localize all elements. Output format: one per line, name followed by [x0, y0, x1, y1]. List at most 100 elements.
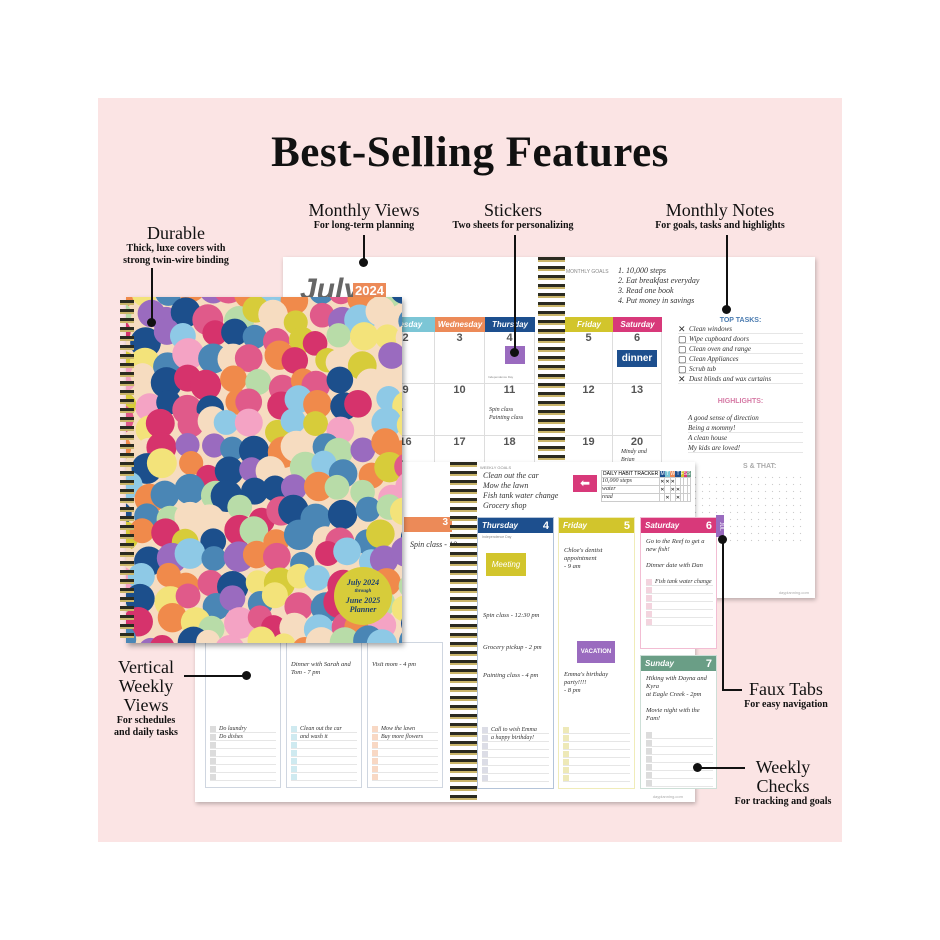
feature-title: Checks	[756, 776, 810, 796]
checkbox-icon[interactable]	[563, 758, 569, 765]
checkbox-icon[interactable]	[646, 618, 652, 625]
habit-check-x-icon[interactable]: ✕	[659, 485, 666, 494]
habit-check-x-icon[interactable]: ✕	[674, 493, 682, 502]
feature-title: Vertical	[118, 657, 174, 677]
day-number: 5	[623, 519, 630, 532]
weekday-header: Wednesday	[435, 317, 485, 332]
checkbox-icon[interactable]	[372, 757, 378, 764]
checkbox-icon[interactable]	[291, 773, 297, 780]
checkbox-icon[interactable]: ▢	[678, 333, 687, 344]
checkbox-icon[interactable]	[372, 749, 378, 756]
checkbox-icon[interactable]	[563, 742, 569, 749]
highlight-item: My kids are loved!	[688, 443, 803, 453]
habit-check-x-icon[interactable]: ✕	[674, 485, 682, 494]
checkbox-icon[interactable]	[210, 749, 216, 756]
task-text: Buy more flowers	[381, 733, 424, 740]
checkbox-icon[interactable]	[646, 763, 652, 770]
day-name: Friday	[563, 521, 588, 530]
checkbox-icon[interactable]	[291, 733, 297, 740]
task-item: ▢ Scrub tub	[678, 364, 803, 374]
cover-dot	[202, 433, 227, 458]
checkbox-icon[interactable]	[646, 610, 652, 617]
checkbox-icon[interactable]	[372, 733, 378, 740]
checkbox-icon[interactable]	[646, 747, 652, 754]
habit-cell[interactable]	[686, 485, 692, 494]
checkbox-icon[interactable]	[210, 765, 216, 772]
checkbox-icon[interactable]	[372, 773, 378, 780]
checkbox-icon[interactable]	[482, 750, 488, 757]
goal-item: 2. Eat breakfast everyday	[618, 276, 700, 285]
cover-dot	[220, 436, 245, 461]
feature-subtitle: For long-term planning	[313, 220, 415, 231]
cover-dot	[281, 347, 309, 374]
checkbox-icon[interactable]	[646, 586, 652, 593]
checkbox-icon[interactable]	[482, 774, 488, 781]
checkbox-icon[interactable]	[372, 741, 378, 748]
checklist-row	[291, 749, 357, 757]
cover-dot	[390, 537, 402, 567]
cover-dot	[326, 323, 351, 348]
checkbox-icon[interactable]	[646, 578, 652, 585]
checkbox-icon[interactable]	[563, 750, 569, 757]
checkbox-icon[interactable]	[646, 602, 652, 609]
task-text: a happy birthday!	[491, 734, 534, 741]
checkbox-icon[interactable]	[482, 766, 488, 773]
habit-check-x-icon[interactable]: ✕	[664, 493, 671, 502]
checkbox-icon[interactable]	[291, 765, 297, 772]
checkbox-icon[interactable]	[646, 739, 652, 746]
calendar-day-cell: 13	[613, 384, 662, 436]
checkbox-icon[interactable]	[291, 749, 297, 756]
habit-name: read	[600, 493, 661, 502]
checked-x-icon[interactable]: ✕	[678, 373, 686, 384]
goal-item: 4. Put money in savings	[618, 296, 695, 305]
checkbox-icon[interactable]	[210, 733, 216, 740]
checkbox-icon[interactable]	[482, 734, 488, 741]
checkbox-icon[interactable]: ▢	[678, 343, 687, 354]
checkbox-icon[interactable]	[210, 725, 216, 732]
cover-dot	[150, 480, 180, 510]
checkbox-icon[interactable]	[646, 594, 652, 601]
checklist-row: Mow the lawn	[372, 725, 438, 733]
checkbox-icon[interactable]	[646, 731, 652, 738]
habit-check-x-icon[interactable]: ✕	[664, 477, 671, 486]
checkbox-icon[interactable]	[646, 771, 652, 778]
back-arrow-button[interactable]: ⬅	[573, 475, 597, 492]
habit-check-x-icon[interactable]: ✕	[659, 477, 666, 486]
weekly-goal-item: Mow the lawn	[483, 481, 529, 490]
checkbox-icon[interactable]	[563, 726, 569, 733]
checkbox-icon[interactable]	[646, 755, 652, 762]
feature-title: Faux Tabs	[749, 679, 823, 699]
checkbox-icon[interactable]	[563, 774, 569, 781]
checkbox-icon[interactable]	[210, 741, 216, 748]
checkbox-icon[interactable]	[291, 757, 297, 764]
checkbox-icon[interactable]	[210, 757, 216, 764]
checkbox-icon[interactable]: ▢	[678, 353, 687, 364]
checkbox-icon[interactable]	[646, 779, 652, 786]
feature-title: Weekly	[118, 676, 174, 696]
date-number: 4	[506, 332, 513, 344]
habit-check-x-icon[interactable]: ✕	[669, 477, 676, 486]
checkbox-icon[interactable]: ▢	[678, 363, 687, 374]
checkbox-icon[interactable]	[482, 758, 488, 765]
checklist-row	[210, 749, 276, 757]
checkbox-icon[interactable]	[482, 726, 488, 733]
day-entry: Dinner date with Dan	[646, 562, 703, 569]
day-column: Do laundry Do dishes	[205, 642, 281, 788]
checkbox-icon[interactable]	[372, 725, 378, 732]
habit-cell[interactable]	[686, 493, 692, 502]
task-item: ✕ Dust blinds and wax curtains	[678, 374, 803, 384]
habit-cell[interactable]	[686, 477, 692, 486]
checkbox-icon[interactable]	[291, 741, 297, 748]
checkbox-icon[interactable]	[563, 734, 569, 741]
checkbox-icon[interactable]	[372, 765, 378, 772]
faux-tab-jul[interactable]: JUL	[716, 515, 724, 537]
cover-dot	[245, 368, 272, 395]
habit-check-x-icon[interactable]: ✕	[669, 485, 676, 494]
checked-x-icon[interactable]: ✕	[678, 323, 686, 334]
cover-dot	[310, 297, 334, 305]
checkbox-icon[interactable]	[563, 766, 569, 773]
checklist-row	[646, 779, 713, 787]
checkbox-icon[interactable]	[291, 725, 297, 732]
checkbox-icon[interactable]	[482, 742, 488, 749]
checkbox-icon[interactable]	[210, 773, 216, 780]
